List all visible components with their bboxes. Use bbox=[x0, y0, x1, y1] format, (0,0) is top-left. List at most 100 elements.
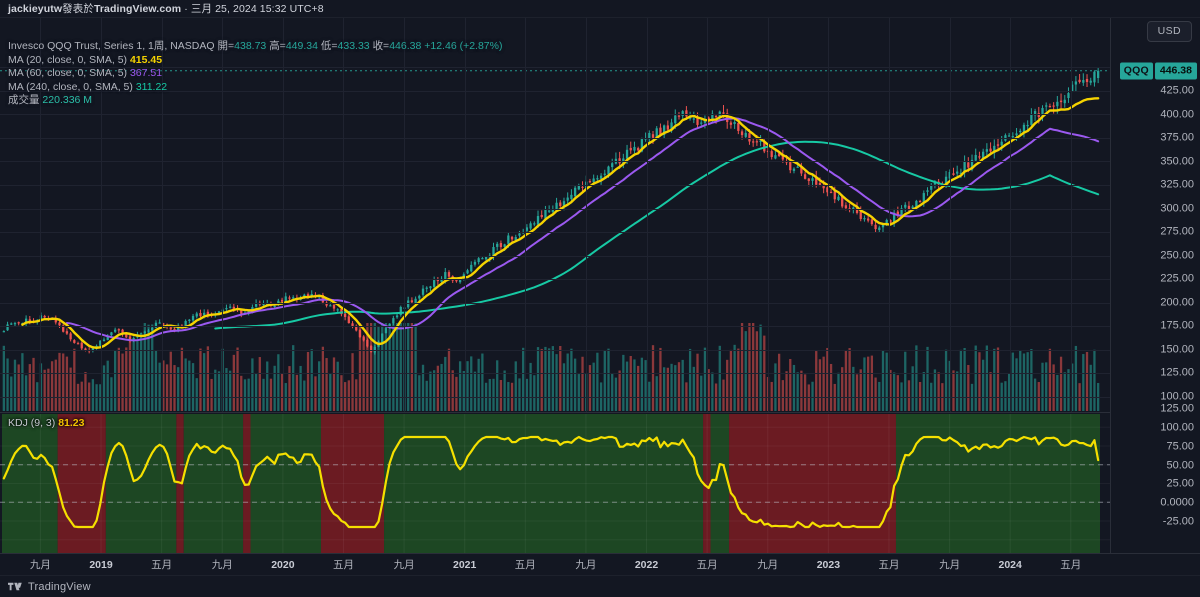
volume-bar bbox=[165, 364, 169, 411]
time-gridline bbox=[950, 18, 951, 412]
candle-body bbox=[666, 125, 669, 130]
candle-body bbox=[395, 315, 399, 318]
volume-bar bbox=[84, 372, 87, 411]
volume-bar bbox=[169, 351, 172, 411]
candle-body bbox=[355, 325, 358, 331]
candle-body bbox=[203, 312, 206, 316]
currency-button[interactable]: USD bbox=[1146, 21, 1192, 42]
volume-bar bbox=[136, 340, 139, 411]
volume-bar bbox=[1082, 354, 1085, 411]
candle-body bbox=[755, 141, 759, 143]
time-gridline bbox=[404, 18, 405, 412]
kdj-pane[interactable]: KDJ (9, 3) 81.23 bbox=[0, 414, 1110, 553]
candle-body bbox=[752, 141, 755, 143]
candle-body bbox=[633, 146, 636, 151]
volume-bar bbox=[818, 359, 822, 411]
volume-bar bbox=[1063, 372, 1066, 411]
candle-body bbox=[781, 154, 784, 160]
volume-bar bbox=[692, 366, 695, 411]
volume-bar bbox=[299, 365, 302, 411]
volume-bar bbox=[1030, 348, 1033, 411]
volume-bar bbox=[436, 365, 440, 411]
candle-body bbox=[811, 178, 814, 181]
candle-body bbox=[599, 175, 603, 179]
time-gridline bbox=[162, 18, 163, 412]
volume-bar bbox=[611, 374, 614, 411]
time-gridline bbox=[647, 18, 648, 412]
volume-bar bbox=[722, 379, 725, 411]
legend-volume-row: 成交量 220.336 M bbox=[8, 94, 502, 108]
volume-bar bbox=[603, 350, 606, 411]
candle-body bbox=[455, 279, 458, 282]
time-gridline bbox=[889, 18, 890, 412]
candle-body bbox=[336, 309, 339, 311]
volume-bar bbox=[1085, 351, 1089, 411]
volume-bar bbox=[885, 352, 888, 411]
volume-bar bbox=[147, 324, 150, 411]
price-axis[interactable]: USD 450.00425.00400.00375.00350.00325.00… bbox=[1110, 18, 1200, 553]
candle-body bbox=[1052, 105, 1055, 107]
candle-body bbox=[907, 205, 911, 210]
candle-body bbox=[73, 340, 76, 343]
volume-bar bbox=[455, 376, 458, 411]
volume-bar bbox=[889, 369, 892, 411]
candle-body bbox=[1011, 136, 1014, 138]
candle-body bbox=[1071, 84, 1074, 91]
chart-legend: Invesco QQQ Trust, Series 1, 1周, NASDAQ … bbox=[8, 40, 502, 108]
volume-bar bbox=[1071, 363, 1074, 411]
candle-body bbox=[262, 304, 265, 306]
candle-body bbox=[184, 320, 187, 326]
legend-ma240-label: MA (240, close, 0, SMA, 5) bbox=[8, 80, 133, 93]
candle-body bbox=[867, 218, 870, 221]
volume-bar bbox=[429, 371, 432, 411]
candle-body bbox=[369, 345, 373, 352]
candle-body bbox=[944, 176, 948, 186]
legend-ma60-row: MA (60, close, 0, SMA, 5) 367.51 bbox=[8, 67, 502, 81]
candle-body bbox=[139, 333, 143, 335]
candle-body bbox=[770, 151, 773, 158]
tradingview-logo-icon bbox=[8, 582, 22, 591]
volume-bar bbox=[451, 370, 454, 411]
volume-bar bbox=[414, 323, 417, 411]
candle-body bbox=[436, 279, 440, 282]
volume-bar bbox=[462, 371, 465, 411]
volume-bar bbox=[1000, 382, 1003, 411]
volume-bar bbox=[47, 368, 50, 411]
volume-bar bbox=[1052, 364, 1055, 411]
volume-bar bbox=[963, 347, 966, 411]
time-axis-tick: 2019 bbox=[89, 559, 113, 571]
candle-body bbox=[325, 302, 328, 306]
time-axis[interactable]: 九月 2019 五月 九月 2020 五月 九月 2021 五月 九月 2022 五月 九月 2023 五月… bbox=[0, 553, 1200, 575]
candle-body bbox=[195, 313, 198, 317]
volume-bar bbox=[514, 361, 517, 411]
price-axis-tick: 425.00 bbox=[1160, 84, 1194, 97]
volume-bar bbox=[518, 378, 521, 411]
chart-area[interactable]: Invesco QQQ Trust, Series 1, 1周, NASDAQ … bbox=[0, 18, 1110, 553]
candle-body bbox=[24, 318, 28, 324]
candle-body bbox=[703, 119, 707, 123]
volume-bar bbox=[562, 363, 566, 411]
volume-bar bbox=[251, 358, 254, 411]
volume-bar bbox=[247, 378, 250, 411]
candle-body bbox=[692, 118, 695, 120]
volume-bar bbox=[581, 356, 584, 411]
candle-body bbox=[1041, 107, 1044, 116]
volume-bar bbox=[266, 361, 269, 411]
volume-bar bbox=[733, 344, 736, 411]
volume-bar bbox=[796, 372, 799, 411]
volume-bar bbox=[622, 354, 625, 411]
pane-separator[interactable] bbox=[0, 412, 1110, 413]
current-price-badge[interactable]: QQQ 446.38 bbox=[1119, 62, 1197, 80]
volume-bar bbox=[340, 375, 343, 411]
candle-body bbox=[592, 178, 595, 182]
volume-bar bbox=[254, 373, 258, 411]
volume-bar bbox=[588, 365, 592, 411]
volume-bar bbox=[180, 347, 184, 411]
candle-body bbox=[859, 211, 862, 219]
volume-bar bbox=[696, 353, 699, 411]
price-axis-tick: 275.00 bbox=[1160, 225, 1194, 238]
price-pane[interactable]: Invesco QQQ Trust, Series 1, 1周, NASDAQ … bbox=[0, 18, 1110, 412]
candle-body bbox=[733, 122, 736, 125]
candle-body bbox=[985, 149, 989, 152]
volume-bar bbox=[1037, 382, 1040, 411]
